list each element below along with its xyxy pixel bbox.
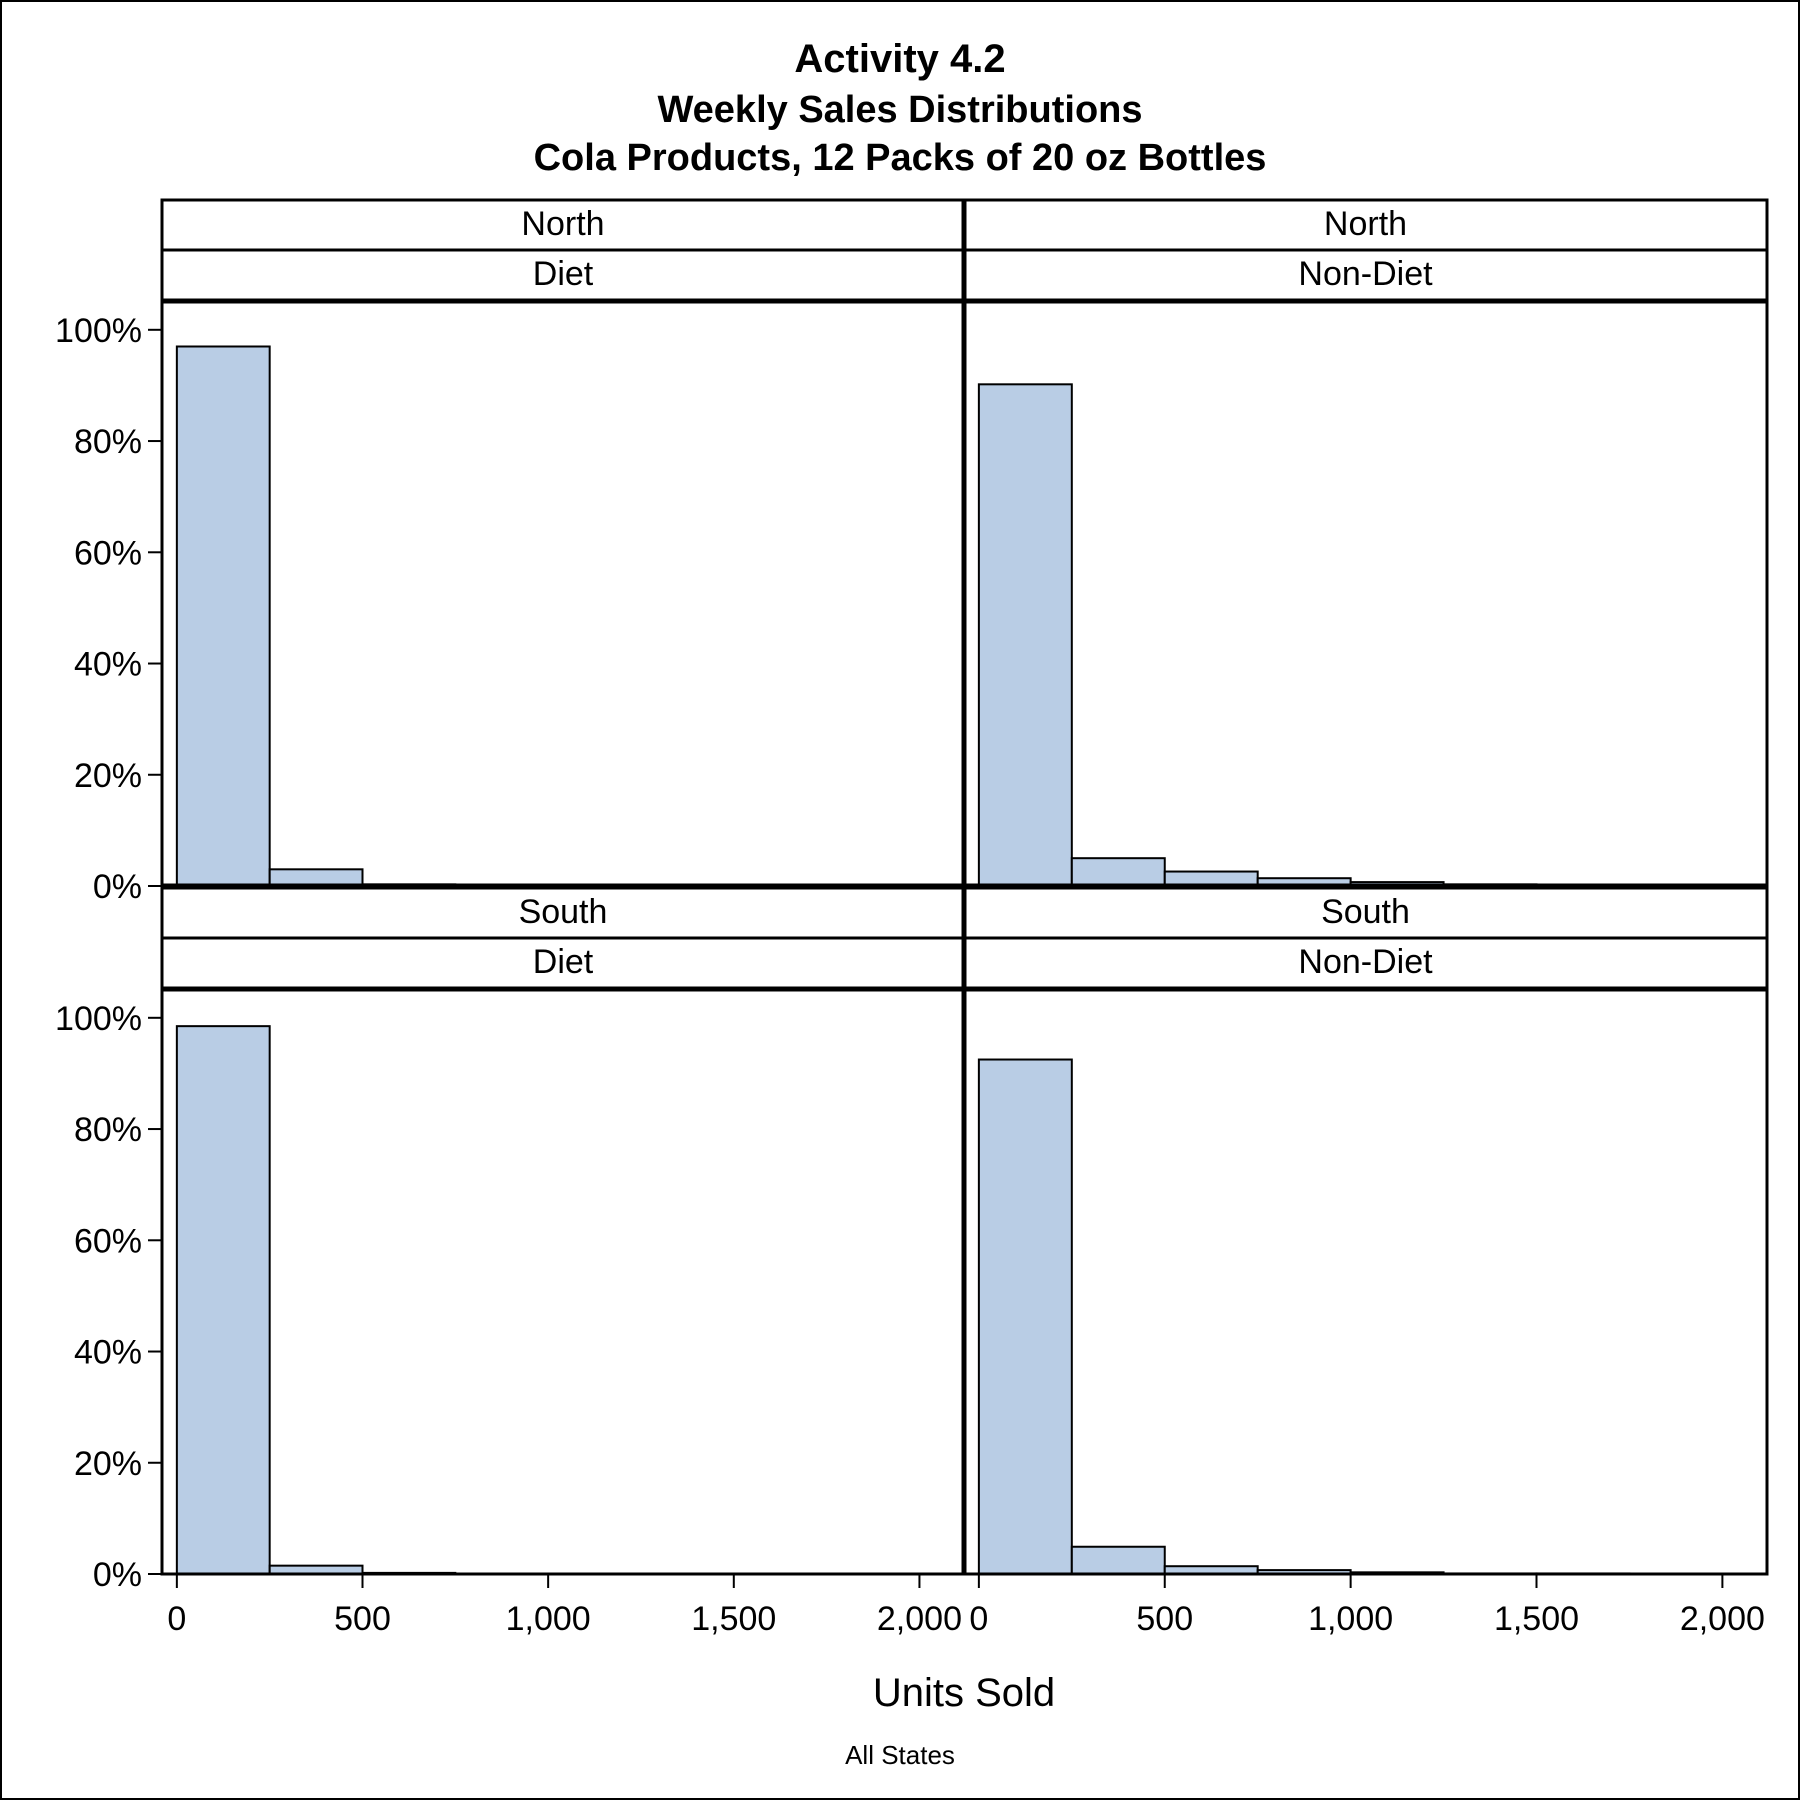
panel-frame bbox=[962, 988, 1769, 1576]
panel-header-region bbox=[962, 198, 1769, 252]
panel-header-type bbox=[962, 248, 1769, 302]
y-tick-label: 40% bbox=[74, 1334, 142, 1372]
histogram-bar bbox=[175, 345, 271, 887]
y-tick-label: 100% bbox=[55, 1000, 142, 1038]
panel-region-label: North bbox=[521, 205, 604, 243]
x-tick-label: 500 bbox=[1136, 1600, 1193, 1638]
panel: South Diet 0% 20% 40% 60% 80% 100% 0 500 1,000 1,50… bbox=[55, 886, 966, 1638]
histogram-bar bbox=[1070, 1545, 1166, 1576]
x-tick-label: 0 bbox=[969, 1600, 988, 1638]
x-tick-label: 1,000 bbox=[1308, 1600, 1393, 1638]
panel-header-region bbox=[160, 886, 966, 940]
panel-frame bbox=[962, 300, 1769, 888]
x-tick-label: 1,000 bbox=[506, 1600, 591, 1638]
panel-header-region bbox=[160, 198, 966, 252]
panel-type-label: Diet bbox=[533, 943, 594, 981]
y-tick-label: 40% bbox=[74, 646, 142, 684]
x-tick-label: 1,500 bbox=[1494, 1600, 1579, 1638]
panel: North Diet 0% 20% 40% 60% 80% 100% bbox=[55, 198, 966, 906]
panel-frame bbox=[160, 300, 966, 888]
x-axis-label: Units Sold bbox=[873, 1671, 1055, 1715]
histogram-bar bbox=[977, 1058, 1073, 1575]
chart-subtitle-2: Cola Products, 12 Packs of 20 oz Bottles bbox=[534, 137, 1267, 179]
y-tick-label: 80% bbox=[74, 423, 142, 461]
y-tick-label: 60% bbox=[74, 534, 142, 572]
panel-type-label: Diet bbox=[533, 255, 594, 293]
panel-grid: North Diet 0% 20% 40% 60% 80% 100% North Non-Diet… bbox=[55, 198, 1769, 1638]
footnote: All States bbox=[845, 1740, 955, 1770]
panel-header-type bbox=[962, 936, 1769, 990]
y-tick-label: 20% bbox=[74, 757, 142, 795]
y-tick-label: 60% bbox=[74, 1222, 142, 1260]
panel: North Non-Diet bbox=[962, 198, 1769, 888]
panel-header-type bbox=[160, 248, 966, 302]
histogram-bar bbox=[1070, 857, 1166, 888]
panel-region-label: South bbox=[1321, 893, 1410, 931]
panel-region-label: North bbox=[1324, 205, 1407, 243]
histogram-bar bbox=[977, 383, 1073, 887]
x-tick-label: 0 bbox=[167, 1600, 186, 1638]
panel: South Non-Diet 0 500 1,000 1,500 2,000 bbox=[962, 886, 1769, 1638]
chart-subtitle-1: Weekly Sales Distributions bbox=[657, 89, 1142, 131]
panel-frame bbox=[160, 988, 966, 1576]
panel-type-label: Non-Diet bbox=[1298, 943, 1433, 981]
x-tick-label: 1,500 bbox=[691, 1600, 776, 1638]
panel-header-type bbox=[160, 936, 966, 990]
y-tick-label: 20% bbox=[74, 1445, 142, 1483]
y-tick-label: 0% bbox=[93, 868, 142, 906]
x-tick-label: 500 bbox=[334, 1600, 391, 1638]
chart-title: Activity 4.2 bbox=[794, 37, 1005, 81]
y-tick-label: 100% bbox=[55, 312, 142, 350]
panel-type-label: Non-Diet bbox=[1298, 255, 1433, 293]
histogram-bar bbox=[175, 1025, 271, 1575]
x-tick-label: 2,000 bbox=[877, 1600, 962, 1638]
y-tick-label: 80% bbox=[74, 1111, 142, 1149]
y-tick-label: 0% bbox=[93, 1556, 142, 1594]
x-tick-label: 2,000 bbox=[1680, 1600, 1765, 1638]
histogram-bar bbox=[268, 868, 364, 887]
panel-region-label: South bbox=[519, 893, 608, 931]
